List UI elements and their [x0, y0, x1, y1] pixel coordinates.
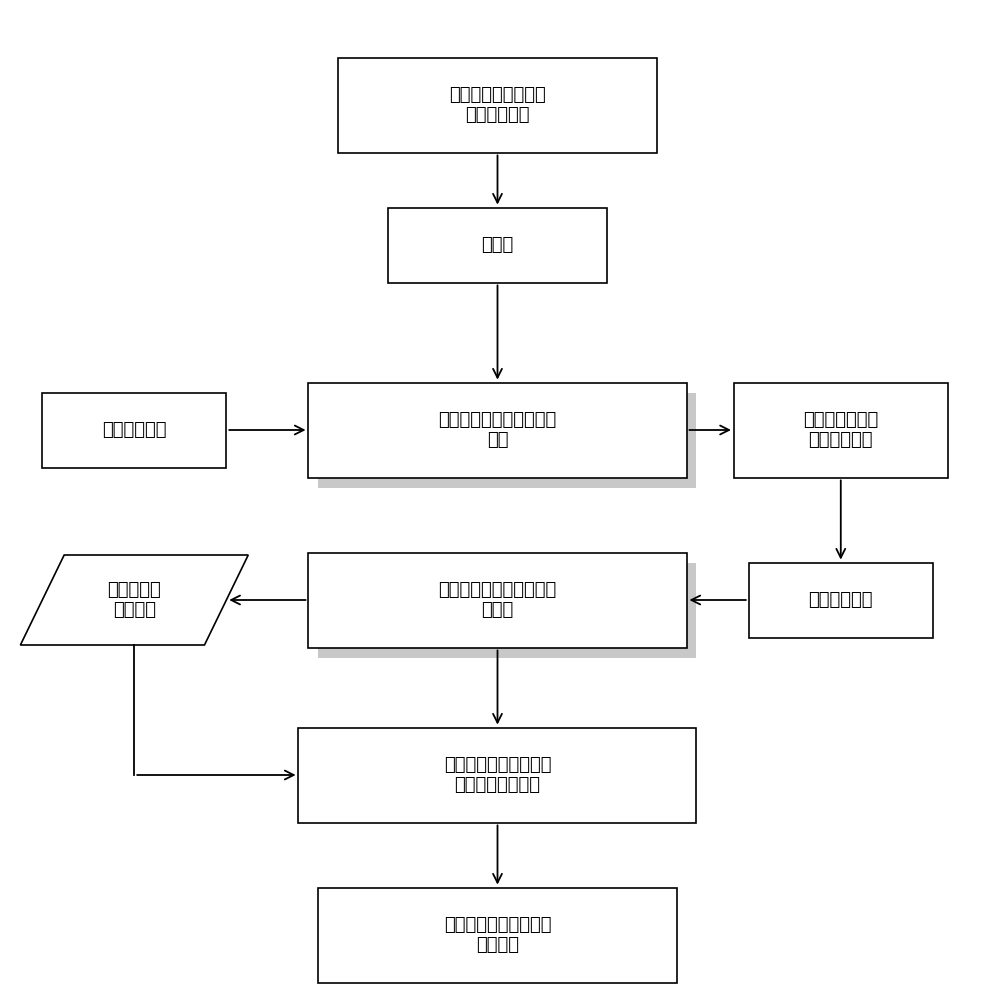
Text: 齿轮啮合原理: 齿轮啮合原理: [808, 591, 872, 609]
Text: 内齿轮和外齿轮
齿顶齿廓曲线: 内齿轮和外齿轮 齿顶齿廓曲线: [802, 411, 878, 449]
Bar: [318, 888, 676, 982]
Bar: [747, 562, 932, 638]
Bar: [308, 382, 686, 478]
Text: 平面啮合原理: 平面啮合原理: [102, 421, 166, 439]
Text: 构造内外齿轮齿根齿廓
与齿根圆过渡曲线: 构造内外齿轮齿根齿廓 与齿根圆过渡曲线: [443, 756, 551, 794]
Text: 连接齿顶圆交点和节
圆交点的圆弧: 连接齿顶圆交点和节 圆交点的圆弧: [448, 86, 546, 124]
Bar: [338, 57, 656, 152]
Polygon shape: [21, 555, 248, 645]
Bar: [318, 392, 696, 488]
Bar: [308, 552, 686, 648]
Text: 完成大重合内啮合齿轮
齿形设计: 完成大重合内啮合齿轮 齿形设计: [443, 916, 551, 954]
Bar: [318, 562, 696, 658]
Bar: [43, 392, 227, 468]
Bar: [298, 728, 696, 822]
Text: 内齿轮齿根
齿廓修形: 内齿轮齿根 齿廓修形: [107, 581, 161, 619]
Text: 啮合线与共轭齿廓曲线关
系式: 啮合线与共轭齿廓曲线关 系式: [438, 411, 556, 449]
Text: 啮合线: 啮合线: [481, 236, 513, 254]
Bar: [388, 208, 606, 282]
Text: 与齿顶齿廓共轭的齿根齿
廓曲线: 与齿顶齿廓共轭的齿根齿 廓曲线: [438, 581, 556, 619]
Bar: [733, 382, 946, 478]
